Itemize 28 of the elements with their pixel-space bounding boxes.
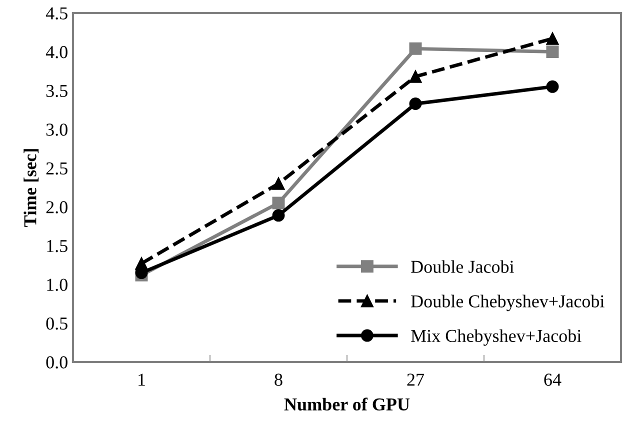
point [546, 80, 559, 93]
y-axis-title: Time [sec] [24, 149, 39, 227]
x-tick-label: 27 [407, 374, 424, 386]
y-tick-label: 4.0 [46, 46, 68, 58]
point [546, 32, 559, 45]
y-tick-label: 3.5 [46, 84, 68, 98]
x-tick-label: 1 [138, 374, 145, 386]
y-tick-label: 3.0 [46, 124, 68, 136]
point [546, 46, 559, 58]
point [409, 42, 422, 55]
point [409, 70, 422, 83]
point [272, 209, 285, 222]
y-tick-label: 2.5 [46, 162, 68, 175]
point [272, 196, 285, 210]
y-tick-label: 1.0 [47, 278, 68, 291]
legend-label: Double Jacobi [411, 260, 514, 273]
x-axis-title: Number of GPU [284, 398, 410, 411]
y-tick-label: 2.0 [46, 201, 68, 214]
y-tick-label: 4.5 [46, 7, 68, 20]
legend-label: Mix Chebyshev+Jacobi [411, 329, 582, 346]
x-tick-label: 8 [274, 374, 282, 386]
y-tick-label: 0.5 [46, 317, 68, 330]
y-tick-label: 0.0 [46, 356, 68, 369]
y-tick-label: 1.5 [47, 240, 68, 252]
legend-label: Double Chebyshev+Jacobi [411, 294, 604, 312]
point [409, 97, 422, 110]
point [272, 177, 285, 190]
x-tick-label: 64 [544, 374, 562, 386]
